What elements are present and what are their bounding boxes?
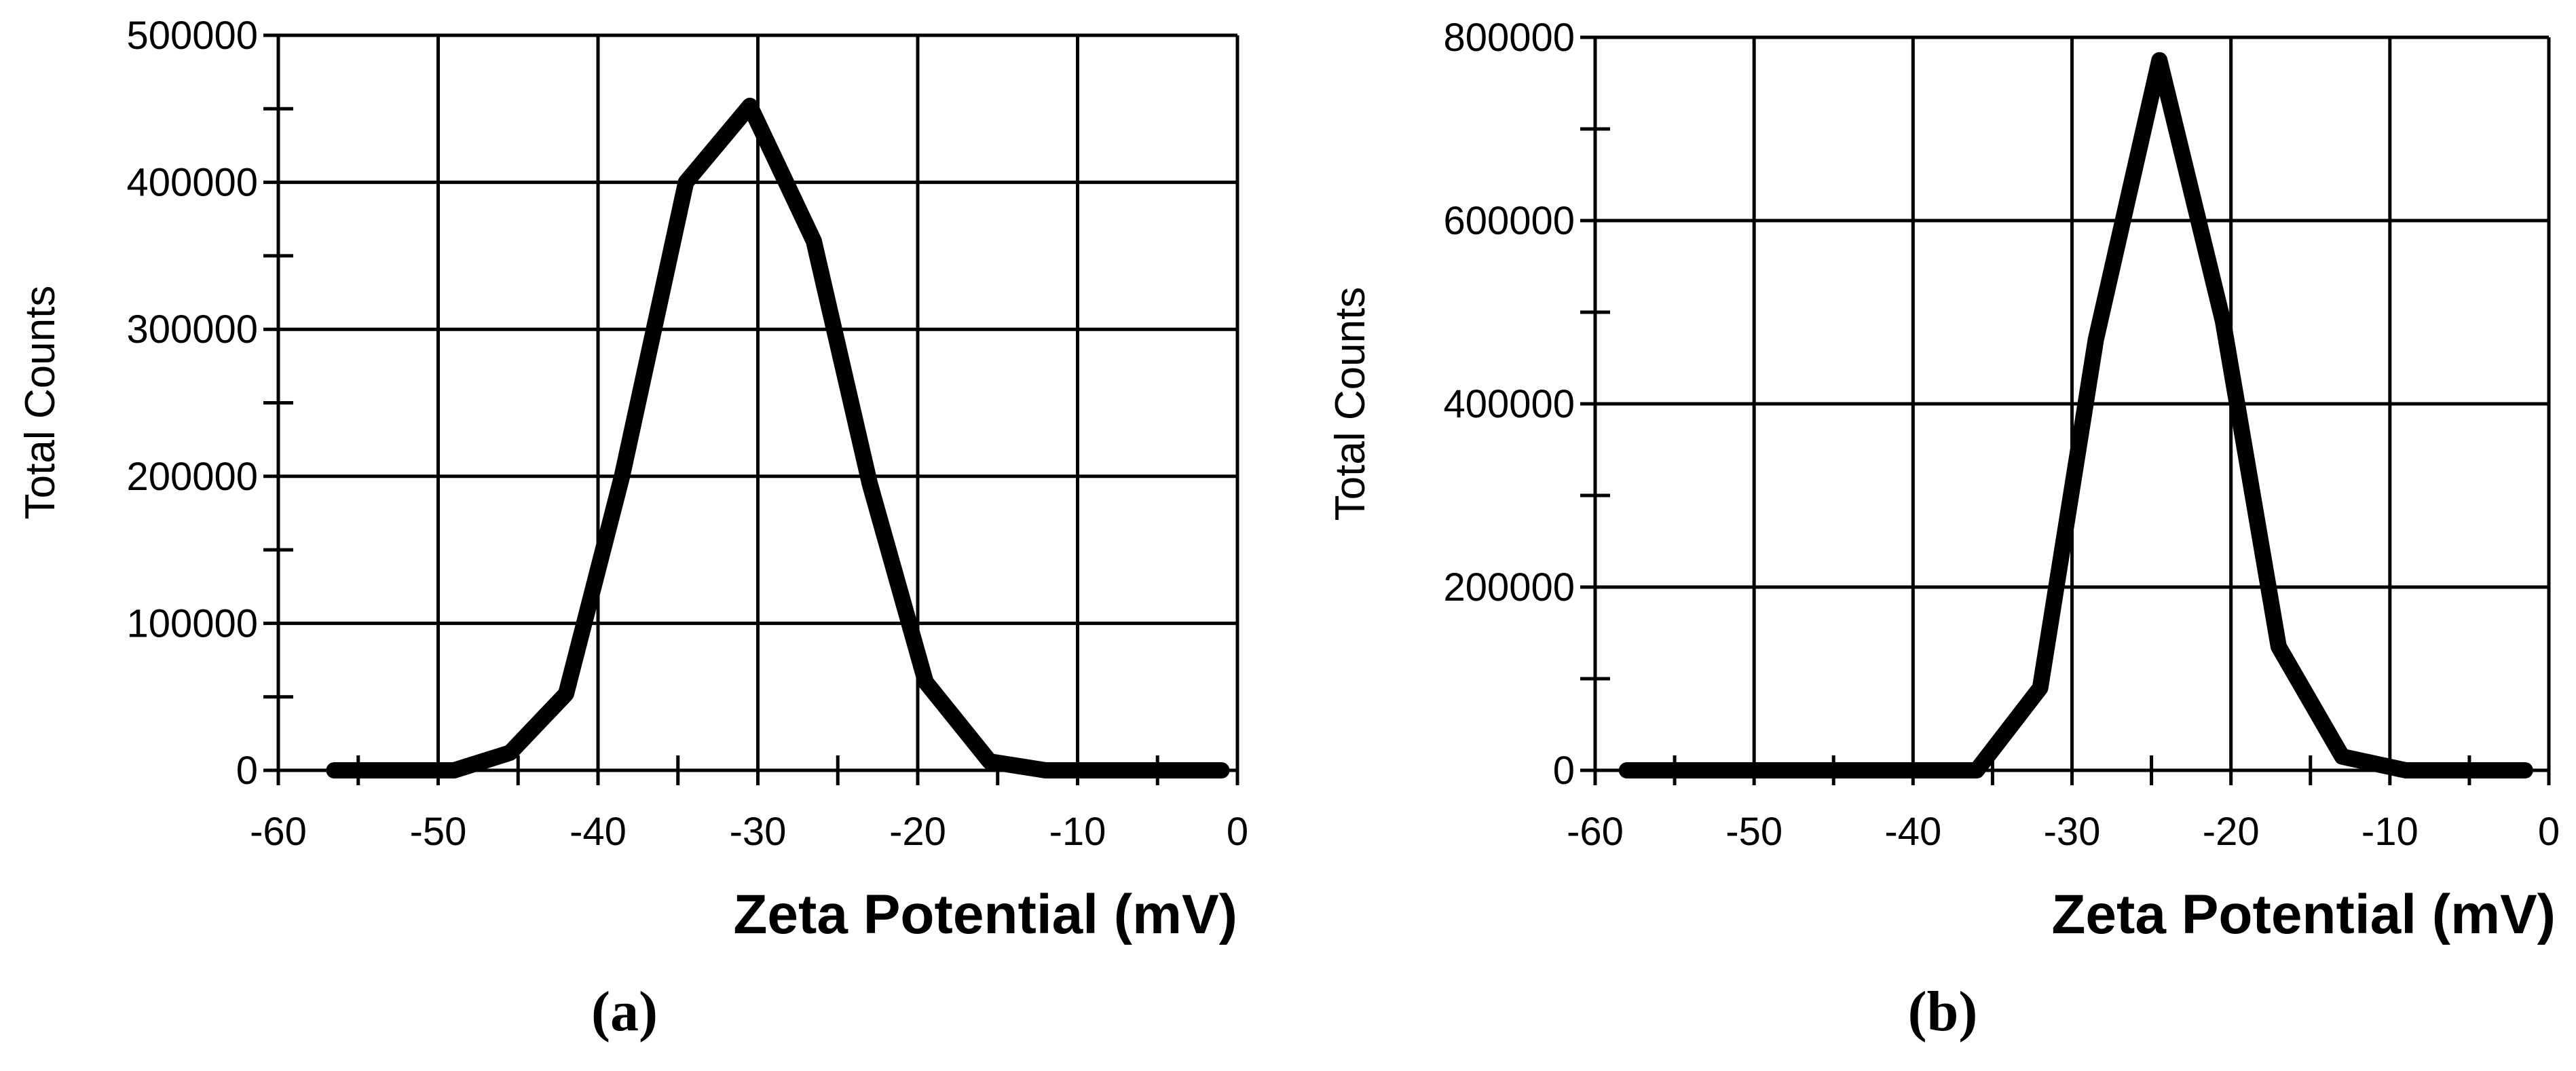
panel-label: (a) [591, 980, 658, 1043]
y-tick-label: 800000 [1443, 16, 1575, 60]
x-tick-label: -60 [1567, 810, 1624, 854]
chart-panel-b: 0 200000 400000 600000 800000 -60 -50 -40 -30 -20… [1327, 16, 2560, 1043]
x-tick-label: -50 [410, 810, 467, 854]
y-axis-title: Total Counts [1327, 287, 1374, 521]
x-tick-label: -50 [1725, 810, 1782, 854]
x-tick-label: -20 [2203, 810, 2260, 854]
x-tick-label: -60 [250, 810, 307, 854]
x-tick-label: 0 [2538, 810, 2560, 854]
x-tick-label: 0 [1227, 810, 1248, 854]
x-tick-label: -40 [570, 810, 627, 854]
y-tick-label: 200000 [1443, 565, 1575, 609]
x-axis-title: Zeta Potential (mV) [2051, 884, 2556, 945]
x-tick-label: -30 [2044, 810, 2101, 854]
y-tick-label: 0 [1553, 749, 1575, 793]
x-tick-label: -10 [1049, 810, 1106, 854]
series-line [326, 97, 1230, 778]
y-axis-title: Total Counts [17, 286, 64, 520]
y-tick-label: 400000 [126, 161, 258, 205]
x-tick-label: -40 [1884, 810, 1941, 854]
series-line [1618, 52, 2533, 778]
y-tick-label: 0 [236, 749, 258, 793]
y-tick-label: 400000 [1443, 382, 1575, 426]
y-tick-label: 200000 [126, 455, 258, 499]
x-tick-label: -10 [2362, 810, 2419, 854]
chart-panel-a: 0 100000 200000 300000 400000 500000 -60 -50 -40… [17, 14, 1248, 1043]
y-tick-label: 500000 [126, 14, 258, 58]
y-tick-label: 600000 [1443, 199, 1575, 243]
x-tick-label: -30 [730, 810, 787, 854]
x-tick-label: -20 [889, 810, 946, 854]
y-tick-label: 100000 [126, 601, 258, 645]
x-axis-title: Zeta Potential (mV) [733, 884, 1237, 945]
panel-label: (b) [1908, 980, 1978, 1043]
y-tick-label: 300000 [126, 307, 258, 352]
